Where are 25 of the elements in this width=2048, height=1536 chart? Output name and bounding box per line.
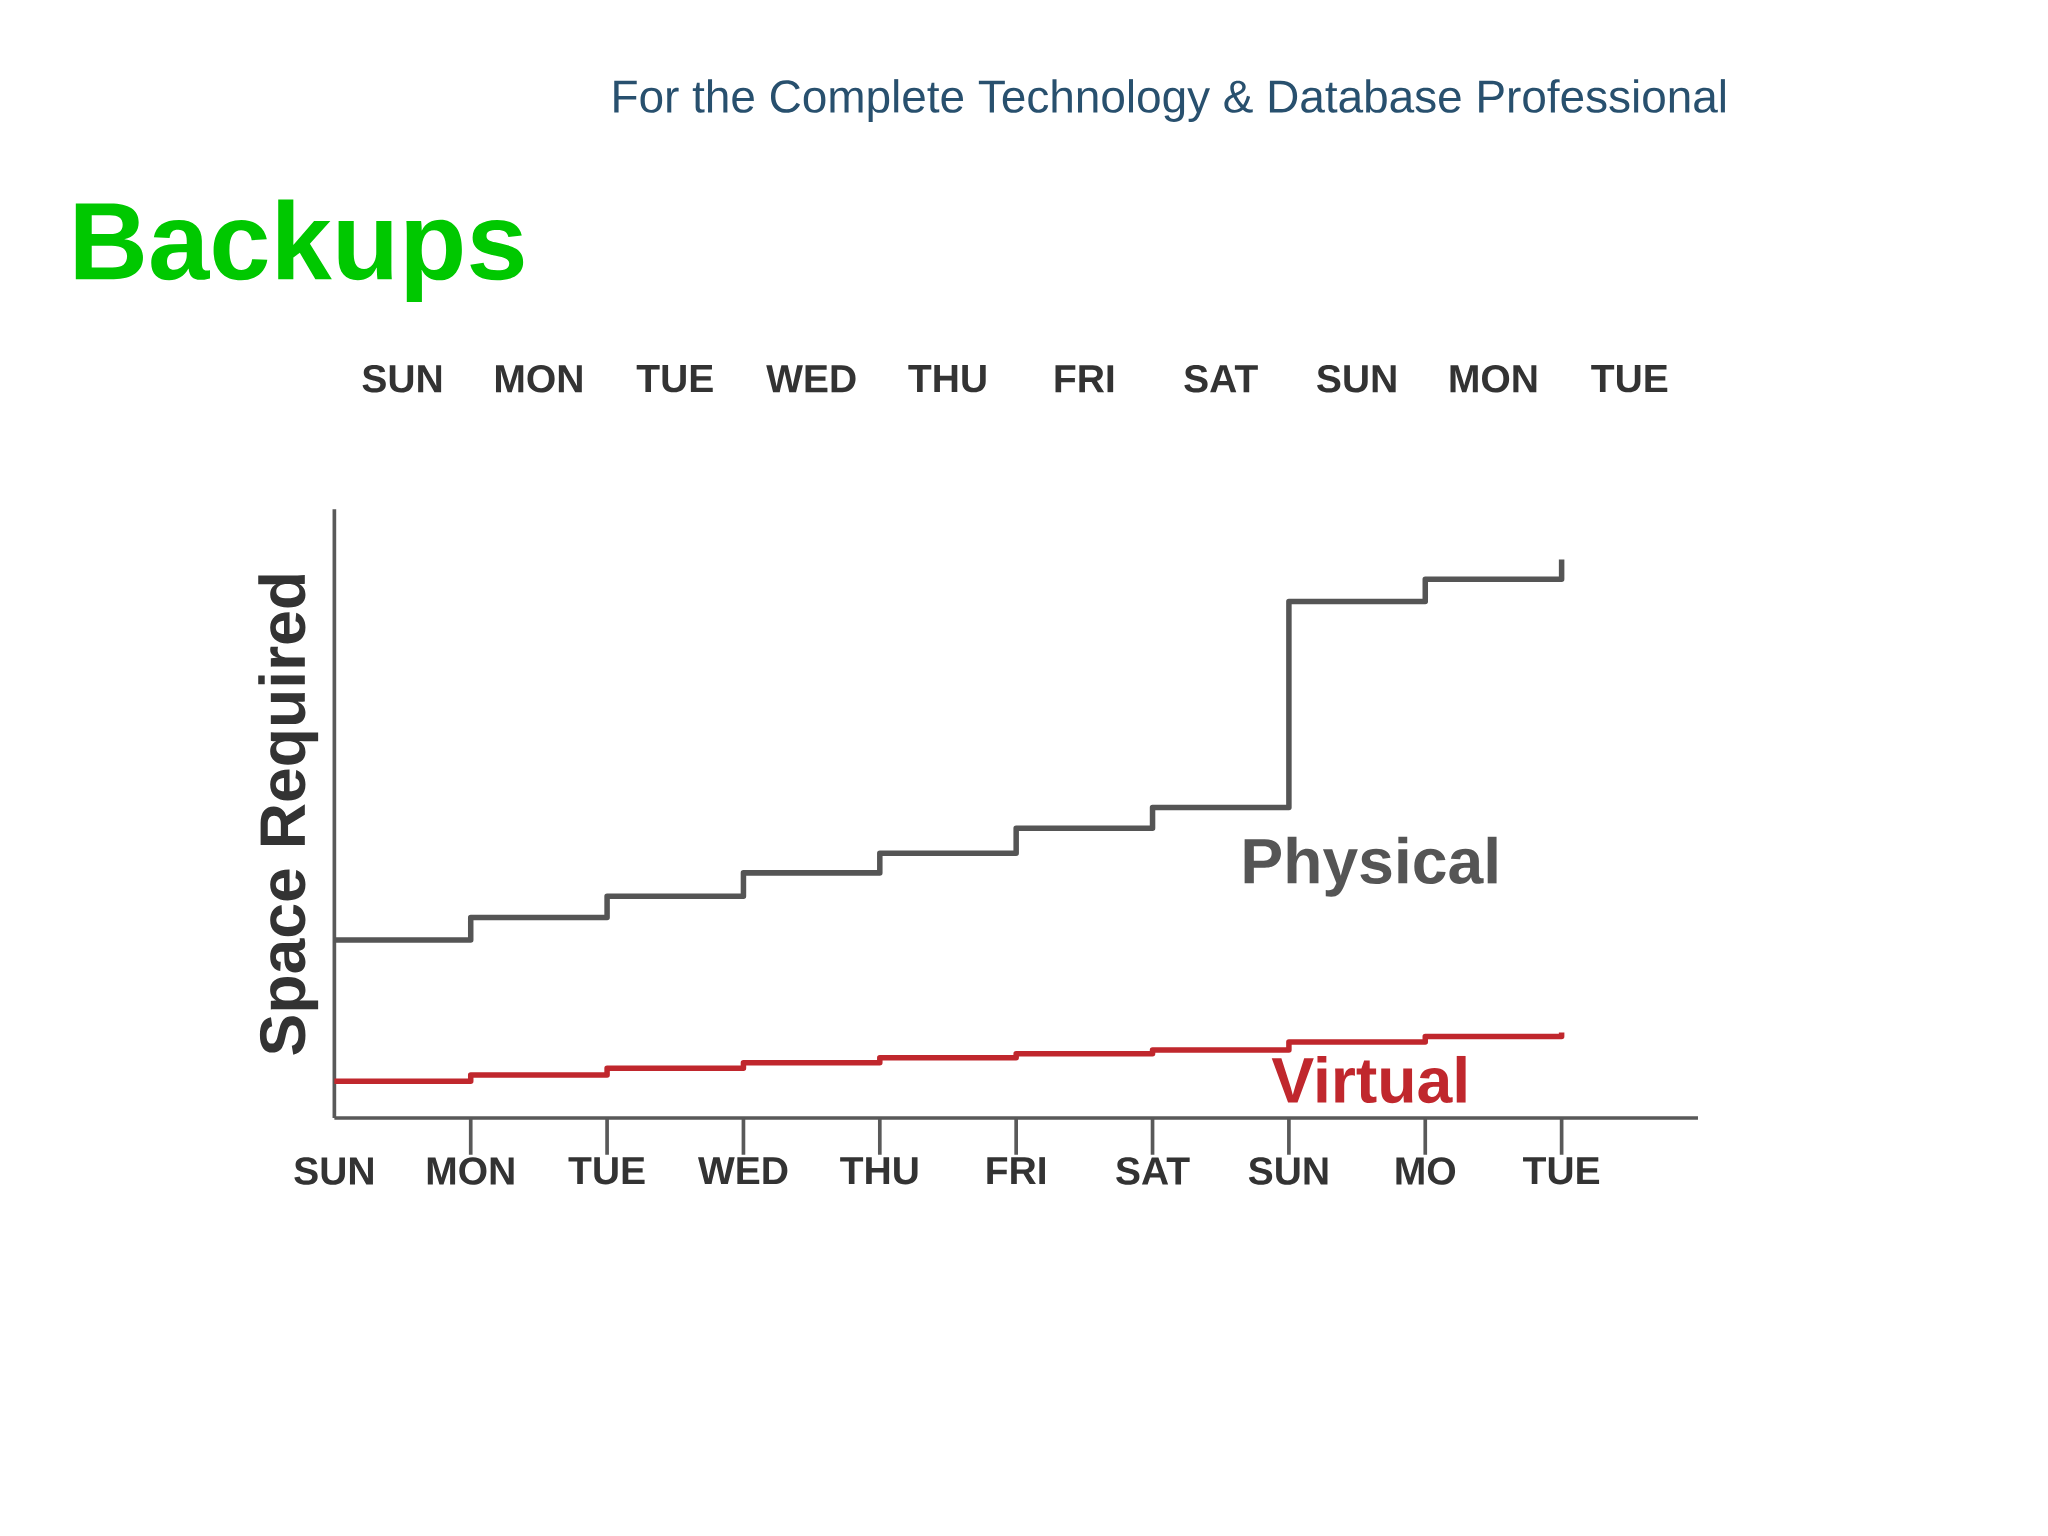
x-tick-label: WED [698, 1157, 788, 1185]
text: THU [908, 365, 986, 393]
series-label: Physical [1244, 836, 1497, 897]
text: MON [1450, 364, 1537, 393]
x-tick-label: FRI [987, 1157, 1045, 1185]
text: TUE [636, 365, 713, 393]
text: WED [766, 365, 856, 393]
text: TUE [1591, 365, 1668, 393]
text: SUN [1317, 364, 1396, 393]
x-tick-label: SAT [1116, 1157, 1190, 1185]
series-label: Virtual [1271, 1055, 1466, 1104]
x-tick-label: TUE [568, 1157, 645, 1185]
x-tick-label: SUN [294, 1157, 373, 1185]
x-tick-label: MON [427, 1157, 514, 1185]
x-tick-label: THU [840, 1157, 918, 1185]
text: FRI [1055, 365, 1114, 393]
text: For the Complete Technology & Database Professional [614, 79, 1725, 122]
text: SAT [1184, 364, 1258, 393]
x-tick-label: SUN [1248, 1157, 1328, 1185]
text: SUN [362, 364, 442, 393]
y-axis-title: Space Required [258, 575, 319, 1055]
chart-title: Backups [75, 199, 524, 303]
x-tick-label: TUE [1523, 1157, 1600, 1185]
x-tick-label: MO [1396, 1157, 1456, 1185]
text: MON [495, 364, 582, 393]
